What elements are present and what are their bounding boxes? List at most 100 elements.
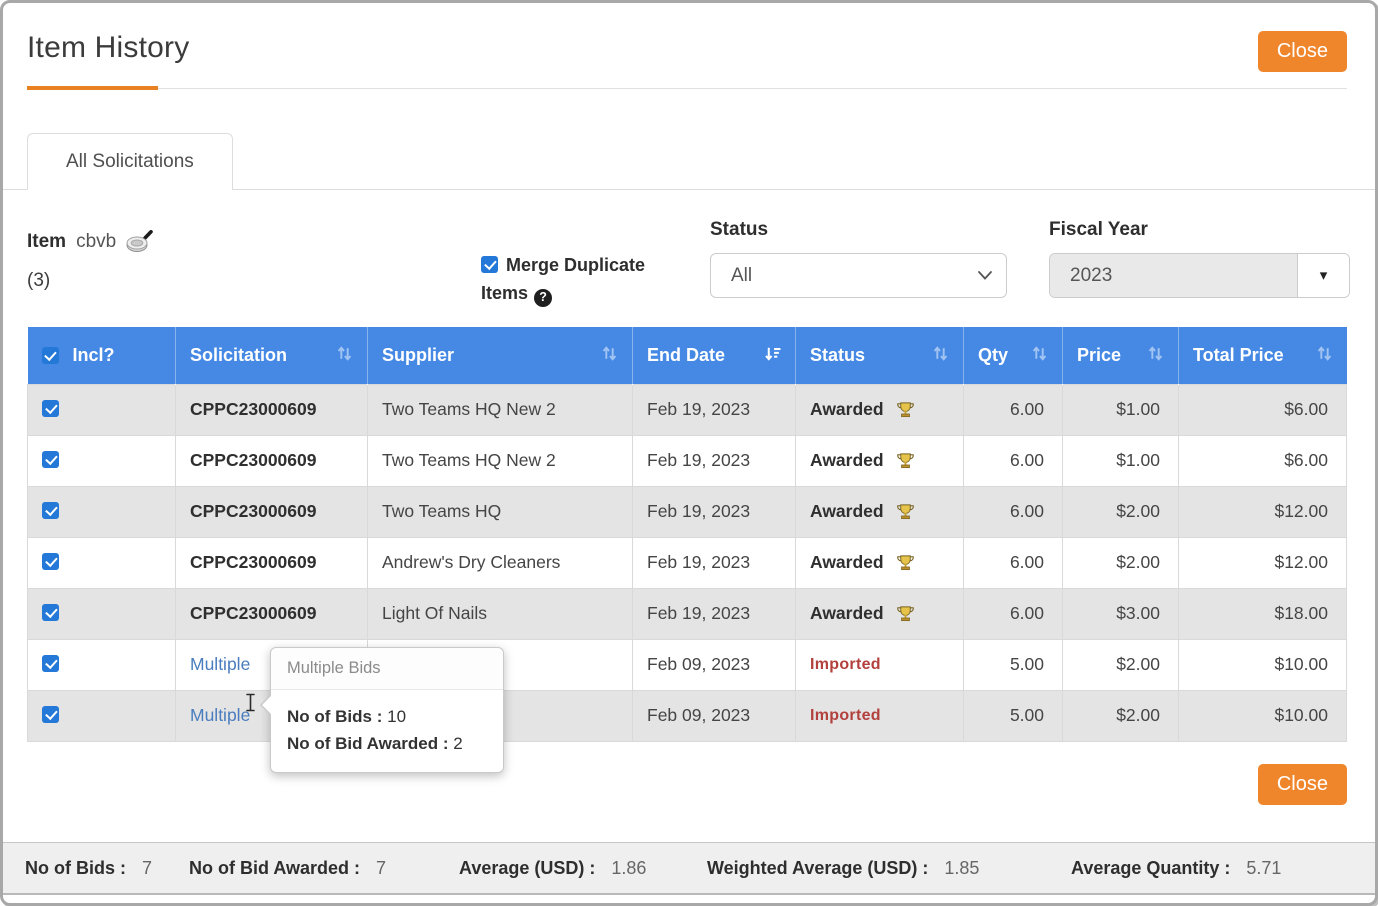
- row-include-checkbox[interactable]: [42, 451, 59, 468]
- price-cell: $2.00: [1063, 639, 1179, 690]
- tab-all-solicitations[interactable]: All Solicitations: [27, 133, 233, 190]
- status-value: Awarded: [810, 552, 884, 573]
- solicitation-value[interactable]: Multiple: [190, 705, 250, 725]
- column-header-price[interactable]: Price: [1063, 327, 1179, 384]
- column-header-supplier[interactable]: Supplier: [368, 327, 633, 384]
- price-cell: $3.00: [1063, 588, 1179, 639]
- column-header-incl[interactable]: Incl?: [28, 327, 176, 384]
- status-value: Awarded: [810, 603, 884, 624]
- total-price-cell: $10.00: [1179, 690, 1347, 741]
- trophy-icon: [896, 452, 915, 470]
- supplier-cell: Andrew's Dry Cleaners: [368, 537, 633, 588]
- row-include-checkbox[interactable]: [42, 655, 59, 672]
- column-header-solicitation[interactable]: Solicitation: [176, 327, 368, 384]
- tab-bar: All Solicitations: [3, 133, 1375, 190]
- header-divider: [27, 88, 1347, 89]
- dialog-header: Item History Close: [3, 3, 1375, 89]
- supplier-cell: Two Teams HQ New 2: [368, 384, 633, 435]
- help-icon[interactable]: ?: [534, 289, 552, 307]
- row-include-checkbox[interactable]: [42, 706, 59, 723]
- solicitation-cell: CPPC23000609: [176, 384, 368, 435]
- include-cell: [28, 486, 176, 537]
- item-label: Item: [27, 231, 66, 253]
- column-header-end-date[interactable]: End Date: [633, 327, 796, 384]
- merge-duplicate-items-control: Merge Duplicate Items?: [481, 252, 677, 308]
- solicitation-cell: CPPC23000609: [176, 537, 368, 588]
- summary-footer: No of Bids :7 No of Bid Awarded :7 Avera…: [3, 842, 1375, 895]
- table-row: Multiple Feb 09, 2023 Imported: [28, 690, 1347, 741]
- solicitation-value[interactable]: Multiple: [190, 654, 250, 674]
- status-value: Awarded: [810, 450, 884, 471]
- status-select-wrap: All: [710, 253, 1007, 298]
- summary-stat: No of Bids :7: [25, 843, 152, 893]
- sort-icon: [932, 345, 949, 366]
- status-select[interactable]: All: [710, 253, 1007, 298]
- summary-stat: No of Bid Awarded :7: [189, 843, 386, 893]
- row-include-checkbox[interactable]: [42, 553, 59, 570]
- text-cursor-icon: [244, 693, 257, 717]
- supplier-cell: Two Teams HQ New 2: [368, 435, 633, 486]
- row-include-checkbox[interactable]: [42, 502, 59, 519]
- supplier-cell: Light Of Nails: [368, 588, 633, 639]
- tooltip-stat: No of Bid Awarded : 2: [287, 730, 487, 757]
- solicitation-value: CPPC23000609: [190, 399, 316, 419]
- status-label: Status: [710, 219, 768, 241]
- status-cell: Imported: [796, 639, 964, 690]
- qty-cell: 6.00: [964, 537, 1063, 588]
- status-cell: Awarded: [796, 384, 964, 435]
- sort-icon: [601, 345, 618, 366]
- fiscal-year-group: ▾: [1049, 253, 1350, 298]
- merge-duplicate-checkbox[interactable]: [481, 256, 498, 273]
- trophy-icon: [896, 554, 915, 572]
- tooltip-stat: No of Bids : 10: [287, 703, 487, 730]
- trophy-icon: [896, 401, 915, 419]
- column-header-total-price[interactable]: Total Price: [1179, 327, 1347, 384]
- include-cell: [28, 435, 176, 486]
- column-header-qty[interactable]: Qty: [964, 327, 1063, 384]
- total-price-cell: $12.00: [1179, 486, 1347, 537]
- fiscal-year-dropdown-button[interactable]: ▾: [1297, 254, 1349, 297]
- multiple-bids-tooltip: Multiple Bids No of Bids : 10 No of Bid …: [270, 647, 504, 773]
- row-include-checkbox[interactable]: [42, 400, 59, 417]
- qty-cell: 5.00: [964, 639, 1063, 690]
- qty-cell: 6.00: [964, 384, 1063, 435]
- end-date-cell: Feb 19, 2023: [633, 588, 796, 639]
- end-date-cell: Feb 09, 2023: [633, 690, 796, 741]
- status-cell: Awarded: [796, 435, 964, 486]
- row-include-checkbox[interactable]: [42, 604, 59, 621]
- end-date-cell: Feb 09, 2023: [633, 639, 796, 690]
- table-row: CPPC23000609 Two Teams HQ New 2 Feb 19, …: [28, 435, 1347, 486]
- caret-down-icon: ▾: [1320, 268, 1328, 283]
- status-value: Awarded: [810, 501, 884, 522]
- trophy-icon: [896, 605, 915, 623]
- select-all-checkbox[interactable]: [42, 347, 59, 364]
- sort-icon: [1147, 345, 1164, 366]
- summary-stat: Weighted Average (USD) :1.85: [707, 843, 979, 893]
- sort-icon: [1316, 345, 1333, 366]
- table-row: CPPC23000609 Andrew's Dry Cleaners Feb 1…: [28, 537, 1347, 588]
- solicitation-value: CPPC23000609: [190, 450, 316, 470]
- total-price-cell: $10.00: [1179, 639, 1347, 690]
- total-price-cell: $12.00: [1179, 537, 1347, 588]
- solicitation-cell: CPPC23000609: [176, 588, 368, 639]
- table-row: CPPC23000609 Two Teams HQ New 2 Feb 19, …: [28, 384, 1347, 435]
- sort-icon: [1031, 345, 1048, 366]
- column-header-status[interactable]: Status: [796, 327, 964, 384]
- fiscal-year-label: Fiscal Year: [1049, 219, 1148, 241]
- table-row: CPPC23000609 Light Of Nails Feb 19, 2023…: [28, 588, 1347, 639]
- status-value: Imported: [810, 707, 881, 725]
- trophy-icon: [896, 503, 915, 521]
- total-price-cell: $18.00: [1179, 588, 1347, 639]
- end-date-cell: Feb 19, 2023: [633, 537, 796, 588]
- solicitation-cell: CPPC23000609: [176, 486, 368, 537]
- solicitation-value: CPPC23000609: [190, 552, 316, 572]
- sort-descending-icon: [764, 345, 781, 366]
- fiscal-year-input[interactable]: [1050, 254, 1297, 297]
- solicitation-value: CPPC23000609: [190, 501, 316, 521]
- include-cell: [28, 588, 176, 639]
- status-value: Awarded: [810, 399, 884, 420]
- status-value: Imported: [810, 656, 881, 674]
- close-button-bottom[interactable]: Close: [1258, 764, 1347, 805]
- status-cell: Imported: [796, 690, 964, 741]
- close-button-top[interactable]: Close: [1258, 31, 1347, 72]
